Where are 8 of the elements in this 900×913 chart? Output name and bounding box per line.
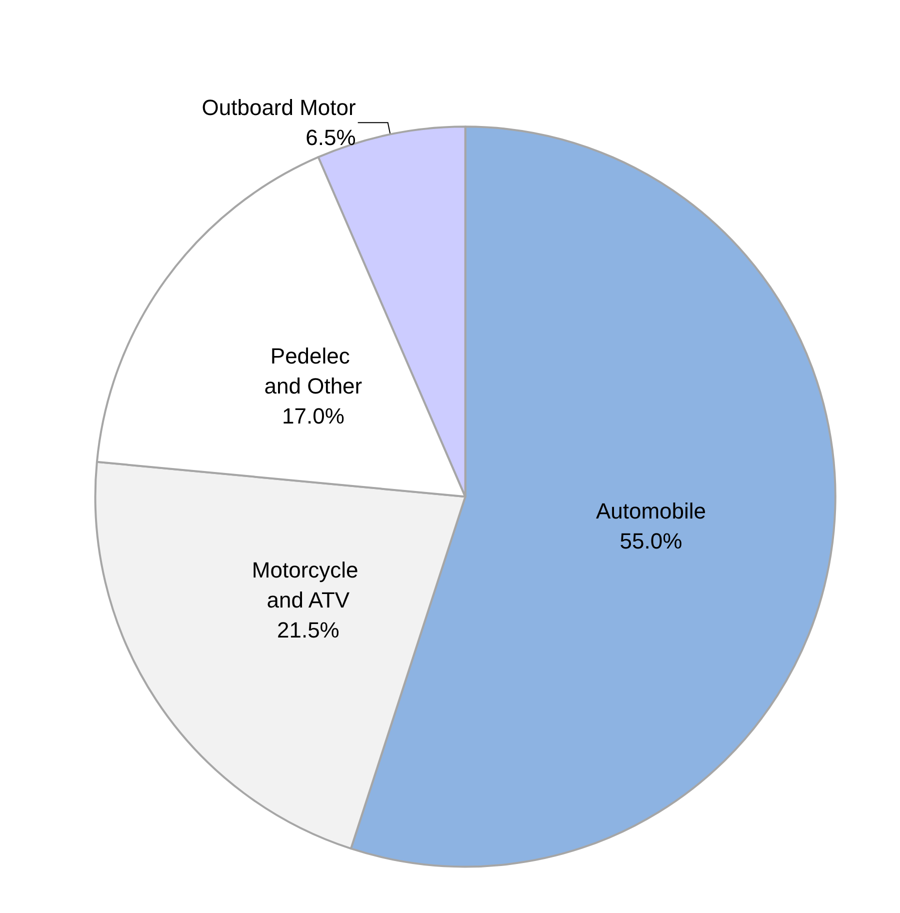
slice-label: Pedelec and Other <box>264 344 362 399</box>
data-label: 21.5% <box>276 617 340 642</box>
slice-label: Automobile <box>596 498 706 524</box>
data-label: 17.0% <box>282 404 344 429</box>
slice-label: Outboard Motor <box>202 95 356 120</box>
data-label: 55.0% <box>620 528 682 554</box>
data-label: 6.5% <box>306 125 356 150</box>
slice-label: Motorcycle and ATV <box>252 557 364 612</box>
